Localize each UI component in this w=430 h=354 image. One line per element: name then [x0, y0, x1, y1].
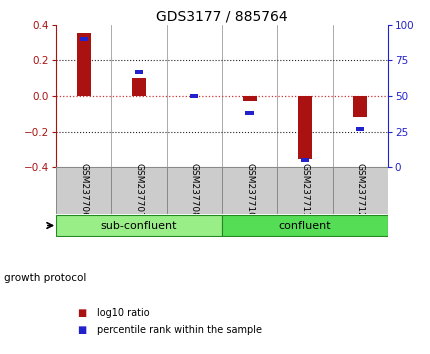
Text: GSM237708: GSM237708 — [189, 163, 198, 218]
Text: GSM237707: GSM237707 — [134, 163, 143, 218]
Text: ■: ■ — [77, 308, 86, 318]
Text: growth protocol: growth protocol — [4, 273, 86, 283]
Bar — [132, 78, 146, 96]
Text: GSM237711: GSM237711 — [300, 163, 309, 218]
Bar — [353, 96, 366, 118]
Bar — [77, 33, 90, 96]
Title: GDS3177 / 885764: GDS3177 / 885764 — [156, 10, 287, 24]
Text: ■: ■ — [77, 325, 86, 335]
Bar — [221, 215, 387, 236]
Text: log10 ratio: log10 ratio — [97, 308, 149, 318]
Bar — [80, 37, 88, 41]
Text: GSM237706: GSM237706 — [79, 163, 88, 218]
Bar — [355, 127, 363, 131]
Text: sub-confluent: sub-confluent — [101, 221, 177, 230]
Text: GSM237712: GSM237712 — [355, 163, 364, 218]
Text: confluent: confluent — [278, 221, 331, 230]
Bar — [56, 215, 221, 236]
Bar — [135, 70, 143, 74]
Bar — [190, 94, 198, 98]
Bar — [242, 96, 256, 101]
Bar — [245, 111, 253, 115]
Text: percentile rank within the sample: percentile rank within the sample — [97, 325, 261, 335]
Bar — [297, 96, 311, 159]
Text: GSM237710: GSM237710 — [245, 163, 254, 218]
Bar — [300, 158, 308, 162]
